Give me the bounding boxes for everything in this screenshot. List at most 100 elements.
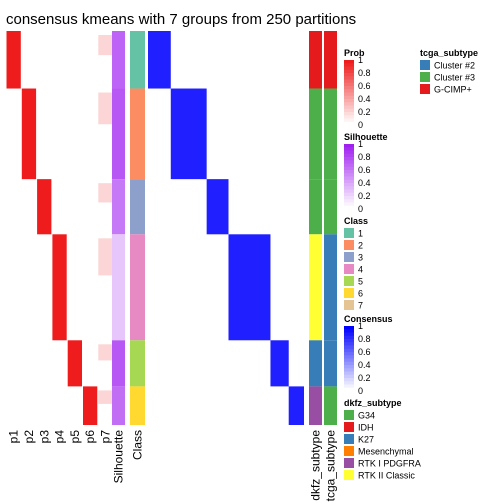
tcga-legend-swatch <box>420 60 430 70</box>
consensus-legend-gradient-step <box>344 374 354 379</box>
class-legend-swatch <box>344 228 354 238</box>
consensus-legend-gradient-step <box>344 371 354 376</box>
dkfz-cell <box>309 234 322 341</box>
prob-cell <box>98 35 113 56</box>
class-legend-label: 5 <box>358 277 363 287</box>
silhouette-legend-title: Silhouette <box>344 132 388 142</box>
silhouette-legend-gradient-step <box>344 170 354 174</box>
prob-column-label: p6 <box>83 430 97 444</box>
silhouette-legend-gradient-step <box>344 153 354 158</box>
silhouette-legend-gradient-step <box>344 189 354 194</box>
dkfz-legend-label: G34 <box>358 411 375 421</box>
consensus-legend-gradient-step <box>344 335 354 340</box>
consensus-legend-gradient-step <box>344 361 354 366</box>
tcga-legend-swatch <box>420 72 430 82</box>
chart-title: consensus kmeans with 7 groups from 250 … <box>6 11 356 28</box>
class-legend-label: 2 <box>358 241 363 251</box>
consensus-legend-gradient-step <box>344 342 354 346</box>
prob-legend-gradient-step <box>344 66 354 71</box>
dkfz-legend-swatch <box>344 446 354 456</box>
silhouette-legend-gradient-step <box>344 163 354 168</box>
tcga-column-label: tcga_subtype <box>324 430 338 502</box>
prob-cell <box>6 31 21 89</box>
prob-legend-tick: 1 <box>358 55 363 65</box>
prob-cell <box>37 179 52 235</box>
class-cell <box>130 234 145 341</box>
prob-column-bg <box>97 31 114 425</box>
consensus-block <box>270 340 289 387</box>
consensus-legend-gradient-step <box>344 381 354 385</box>
tcga-cell <box>324 31 337 89</box>
class-column-label: Class <box>131 430 145 460</box>
silhouette-legend-tick: 0.2 <box>358 191 371 201</box>
prob-column-bg <box>51 31 68 425</box>
silhouette-legend-gradient-step <box>344 202 354 207</box>
prob-column-label: p1 <box>7 430 21 444</box>
class-legend-title: Class <box>344 216 368 226</box>
dkfz-legend-label: RTK II Classic <box>358 471 415 481</box>
silhouette-legend-gradient-step <box>344 147 354 151</box>
class-cell <box>130 179 145 235</box>
tcga-cell <box>324 88 337 180</box>
silhouette-cell <box>112 179 125 235</box>
prob-legend-gradient-step <box>344 121 354 126</box>
prob-legend-tick: 0.2 <box>358 107 371 117</box>
class-cell <box>130 31 145 89</box>
consensus-block <box>148 31 171 89</box>
class-legend-label: 7 <box>358 301 363 311</box>
consensus-legend-gradient-step <box>344 387 354 392</box>
tcga-cell <box>324 386 337 425</box>
silhouette-legend-gradient-step <box>344 144 354 148</box>
silhouette-cell <box>112 31 125 89</box>
prob-cell <box>98 390 113 404</box>
class-legend-label: 3 <box>358 253 363 263</box>
silhouette-legend-gradient-step <box>344 176 354 181</box>
prob-legend-gradient-step <box>344 79 354 84</box>
silhouette-cell <box>112 340 125 387</box>
dkfz-column-label: dkfz_subtype <box>309 430 323 501</box>
prob-cell <box>52 234 67 341</box>
consensus-legend-gradient-step <box>344 339 354 343</box>
heatmap-body <box>6 31 337 425</box>
class-cell <box>130 340 145 387</box>
column-labels: p1 p2 p3 p4 p5 p6 p7 Silhouette Class dkfz_subtyp… <box>7 430 338 502</box>
consensus-legend-gradient-step <box>344 345 354 350</box>
prob-legend-gradient-step <box>344 105 354 110</box>
silhouette-cell <box>112 386 125 425</box>
class-cell <box>130 386 145 425</box>
silhouette-legend-tick: 0 <box>358 204 363 214</box>
tcga-cell <box>324 234 337 341</box>
prob-column-label: p3 <box>37 430 51 444</box>
silhouette-legend-tick: 0.6 <box>358 165 371 175</box>
class-legend-swatch <box>344 276 354 286</box>
consensus-legend-gradient-step <box>344 329 354 333</box>
prob-legend-title: Prob <box>344 48 365 58</box>
dkfz-cell <box>309 88 322 180</box>
dkfz-legend-swatch <box>344 422 354 432</box>
tcga-legend-label: G-CIMP+ <box>434 85 472 95</box>
prob-legend-gradient-step <box>344 118 354 123</box>
silhouette-cell <box>112 234 125 341</box>
class-legend-swatch <box>344 288 354 298</box>
prob-legend-gradient-step <box>344 60 354 64</box>
tcga-legend-title: tcga_subtype <box>420 48 478 58</box>
prob-cell <box>98 344 113 361</box>
tcga-legend-swatch <box>420 84 430 94</box>
prob-legend-gradient-step <box>344 95 354 100</box>
prob-legend-gradient-step <box>344 102 354 106</box>
dkfz-legend-label: IDH <box>358 423 374 433</box>
prob-column-label: p4 <box>53 430 67 444</box>
consensus-legend-title: Consensus <box>344 314 393 324</box>
silhouette-legend-tick: 1 <box>358 139 363 149</box>
consensus-legend-gradient-step <box>344 348 354 353</box>
class-cell <box>130 88 145 180</box>
silhouette-legend-gradient-step <box>344 186 354 190</box>
dkfz-legend-label: RTK I PDGFRA <box>358 459 421 469</box>
tcga-legend-label: Cluster #3 <box>434 73 475 83</box>
dkfz-legend-title: dkfz_subtype <box>344 398 402 408</box>
prob-legend-tick: 0 <box>358 120 363 130</box>
consensus-block <box>170 88 207 180</box>
consensus-legend-tick: 0.8 <box>358 334 371 344</box>
prob-legend-gradient-step <box>344 69 354 74</box>
prob-legend-gradient-step <box>344 82 354 87</box>
